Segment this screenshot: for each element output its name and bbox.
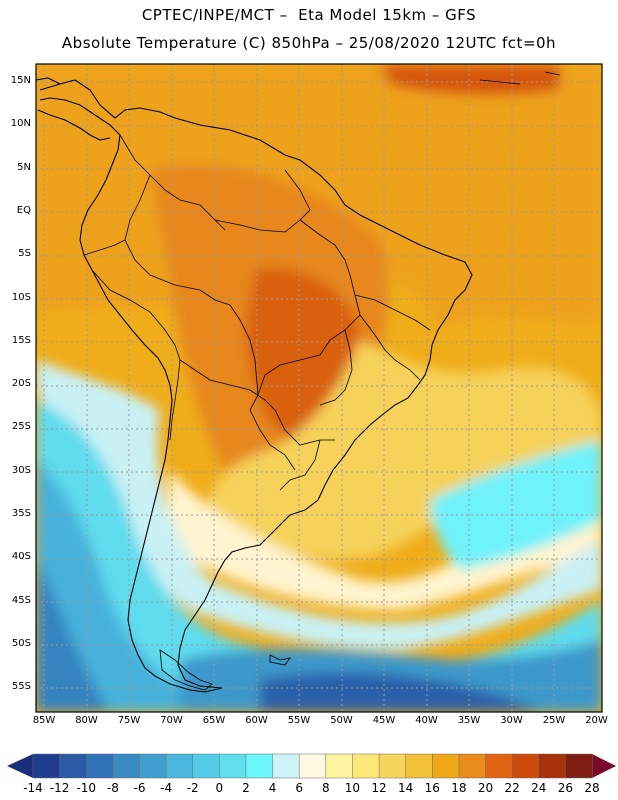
lon-label-70w: 70W [160, 715, 183, 726]
colorbar-swatch [32, 753, 61, 779]
lat-label-20s: 20S [11, 378, 31, 390]
field-cyan-south [36, 400, 602, 712]
colorbar-tick-label: 18 [451, 781, 467, 795]
colorbar-right-arrow [592, 754, 616, 778]
lon-label-50w: 50W [330, 715, 353, 726]
lon-label-40w: 40W [415, 715, 438, 726]
colorbar-swatch [245, 753, 274, 779]
field-cream-band [168, 470, 602, 610]
field-blue-pacific [36, 460, 230, 712]
colorbar-tick-label: -4 [160, 781, 173, 795]
colorbar-swatch [511, 753, 540, 779]
chart-title-line-2: Absolute Temperature (C) 850hPa – 25/08/… [61, 34, 557, 52]
field-blue-west [36, 560, 110, 712]
colorbar-tick-label: 26 [557, 781, 574, 795]
colorbar-tick-label: 0 [215, 781, 224, 795]
field-pale-cyan [36, 360, 602, 650]
colorbar-swatch [298, 753, 327, 779]
country-borders [83, 134, 431, 491]
colorbar-tick-label: 16 [424, 781, 440, 795]
colorbar-tick-label: 20 [477, 781, 494, 795]
field-yellow-atlantic [208, 340, 602, 560]
lon-label-75w: 75W [117, 715, 141, 726]
colorbar-tick-label: 12 [371, 781, 387, 795]
colorbar-tick-label: -8 [106, 781, 119, 795]
lon-label-65w: 65W [202, 715, 226, 726]
colorbar-swatch [485, 753, 513, 779]
colorbar-swatch [139, 753, 167, 779]
map-gridlines [36, 64, 602, 712]
colorbar-swatch [565, 753, 593, 779]
colorbar-swatch [192, 753, 221, 779]
lon-label-55w: 55W [287, 715, 311, 726]
lon-label-85w: 85W [32, 715, 56, 726]
south-america-coastline [39, 79, 473, 693]
chart-title-line-1: CPTEC/INPE/MCT – Eta Model 15km – GFS [141, 6, 477, 24]
field-deep-blue [260, 672, 540, 712]
lon-label-60w: 60W [245, 715, 268, 726]
temperature-field [36, 64, 602, 712]
central-america-outline [36, 77, 111, 141]
colorbar-tick-label: 2 [242, 781, 250, 795]
colorbar-tick-label: 22 [504, 781, 520, 795]
colorbar-tick-label: 24 [531, 781, 547, 795]
colorbar-tick-label: 6 [295, 781, 303, 795]
colorbar-swatch [165, 753, 194, 779]
colorbar-tick-label: -6 [133, 781, 146, 795]
lat-label-45s: 45S [11, 594, 31, 606]
lat-label-15s: 15S [11, 334, 31, 346]
colorbar [7, 753, 616, 779]
colorbar-tick-label: -10 [76, 781, 97, 795]
colorbar-tick-label: -2 [186, 781, 199, 795]
lat-label-10n: 10N [10, 118, 31, 130]
colorbar-swatch [59, 753, 87, 779]
lat-label-10s: 10S [11, 291, 31, 303]
lon-label-45w: 45W [372, 715, 396, 726]
colorbar-swatch [538, 753, 567, 779]
colorbar-swatch [325, 753, 354, 779]
colorbar-tick-label: 28 [584, 781, 600, 795]
lat-label-15n: 15N [10, 75, 31, 86]
colorbar-swatch [219, 753, 247, 779]
colorbar-tick-label: 8 [321, 781, 330, 795]
colorbar-tick-label: 10 [344, 781, 361, 795]
colorbar-swatch [378, 753, 407, 779]
lat-label-5n: 5N [17, 161, 31, 173]
lon-label-20w: 20W [585, 715, 608, 726]
lat-label-50s: 50S [11, 637, 31, 649]
lat-label-55s: 55S [11, 681, 31, 693]
map-frame [35, 63, 603, 713]
colorbar-swatch [352, 753, 380, 779]
colorbar-tick-label: -14 [23, 781, 43, 795]
lat-label-35s: 35S [11, 508, 31, 519]
colorbar-tick-label: 4 [268, 781, 277, 795]
colorbar-left-arrow [7, 754, 33, 778]
field-cyan-atlantic [430, 440, 602, 570]
colorbar-swatch [432, 753, 460, 779]
colorbar-tick-label: 14 [398, 781, 414, 795]
lat-label-30s: 30S [11, 464, 31, 476]
colorbar-tick-label: -12 [49, 781, 70, 795]
colorbar-swatch [112, 753, 141, 779]
colorbar-swatch [272, 753, 300, 779]
lat-label-eq: EQ [16, 204, 31, 216]
lon-label-25w: 25W [542, 715, 566, 726]
islands [159, 71, 561, 691]
lon-label-30w: 30W [500, 715, 523, 726]
colorbar-swatch [458, 753, 487, 779]
lat-label-40s: 40S [11, 551, 31, 563]
lon-label-80w: 80W [75, 715, 98, 726]
lat-label-5s: 5S [18, 248, 31, 260]
lat-label-25s: 25S [11, 421, 31, 433]
field-hot-north [380, 64, 560, 96]
lon-label-35w: 35W [457, 715, 481, 726]
colorbar-swatch [85, 753, 114, 779]
colorbar-swatch [405, 753, 434, 779]
